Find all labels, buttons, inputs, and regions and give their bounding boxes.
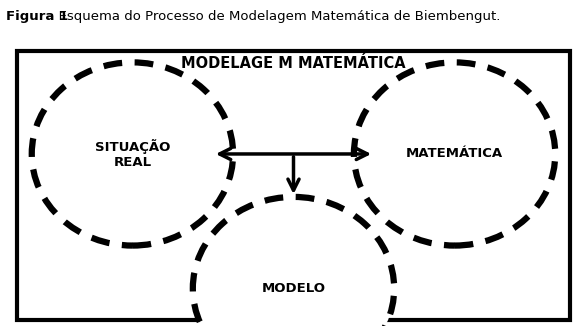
Text: SITUAÇÃO
REAL: SITUAÇÃO REAL (95, 139, 170, 169)
Ellipse shape (354, 63, 555, 245)
Text: MODELO: MODELO (261, 282, 326, 295)
Text: : Esquema do Processo de Modelagem Matemática de Biembengut.: : Esquema do Processo de Modelagem Matem… (50, 10, 500, 23)
Ellipse shape (32, 63, 233, 245)
Ellipse shape (193, 197, 394, 329)
Text: MATEMÁTICA: MATEMÁTICA (406, 147, 503, 161)
Text: MODELAGE M MATEMÁTICA: MODELAGE M MATEMÁTICA (181, 56, 406, 71)
FancyBboxPatch shape (18, 51, 569, 320)
Text: Figura 1: Figura 1 (6, 10, 68, 23)
